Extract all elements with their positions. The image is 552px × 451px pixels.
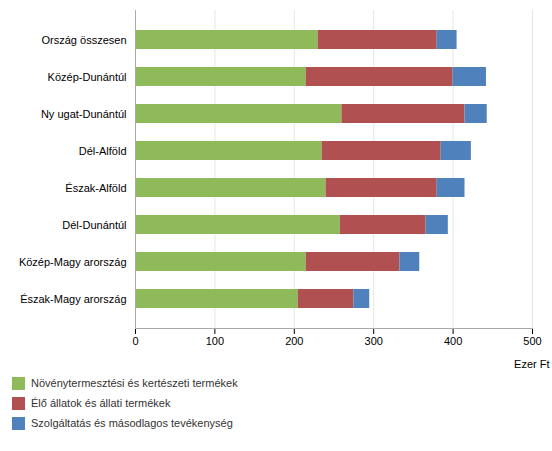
svg-text:500: 500 — [523, 335, 541, 347]
svg-text:Közép-Magy arország: Közép-Magy arország — [19, 256, 127, 268]
svg-text:100: 100 — [206, 335, 224, 347]
svg-text:Észak-Alföld: Észak-Alföld — [65, 182, 126, 194]
html-text:Növénytermesztési és kertészet: Növénytermesztési és kertészeti termékek — [31, 377, 238, 389]
html-text:Élő állatok és állati termékek: Élő állatok és állati termékek — [31, 397, 171, 409]
svg-text:Dél-Alföld: Dél-Alföld — [79, 145, 127, 157]
svg-text:Dél-Dunántúl: Dél-Dunántúl — [62, 219, 126, 231]
svg-text:0: 0 — [132, 335, 138, 347]
html-text:Szolgáltatás és másodlagos tev: Szolgáltatás és másodlagos tevékenység — [31, 417, 233, 429]
svg-text:Ország összesen: Ország összesen — [42, 34, 127, 46]
svg-text:200: 200 — [285, 335, 303, 347]
svg-text:Észak-Magy arország: Észak-Magy arország — [20, 293, 126, 305]
svg-text:400: 400 — [444, 335, 462, 347]
svg-text:Közép-Dunántúl: Közép-Dunántúl — [48, 71, 127, 83]
svg-text:Ny ugat-Dunántúl: Ny ugat-Dunántúl — [41, 108, 127, 120]
svg-text:Ezer Ft: Ezer Ft — [514, 358, 549, 370]
svg-text:300: 300 — [365, 335, 383, 347]
